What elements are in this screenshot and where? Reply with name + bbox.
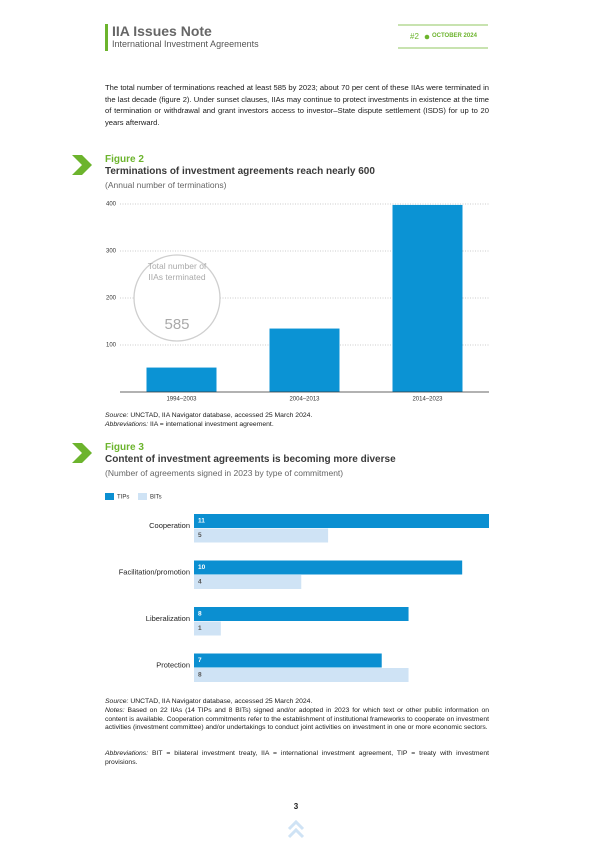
annotation-text: Total number of IIAs terminated: [147, 261, 207, 282]
bar: [194, 575, 302, 589]
bar: [194, 668, 409, 682]
figure-chevron: [72, 443, 92, 463]
value-label: 4: [198, 579, 202, 586]
bar: [194, 653, 382, 668]
y-tick-label: 200: [106, 296, 117, 302]
y-tick-label: 400: [106, 202, 117, 208]
figure-title: Terminations of investment agreements re…: [105, 166, 375, 177]
figure-label: Figure 2: [105, 154, 144, 165]
header-bar: [105, 24, 108, 51]
bar: [194, 528, 329, 543]
header-subtitle: International Investment Agreements: [112, 39, 259, 49]
category-label: Facilitation/promotion: [119, 567, 190, 576]
up-icon: [287, 827, 305, 839]
figure-chevron: [72, 155, 92, 175]
value-label: 10: [198, 564, 206, 571]
legend-swatch: [105, 493, 114, 500]
figure-title: Content of investment agreements is beco…: [105, 454, 396, 465]
up-icon: [287, 819, 305, 831]
figure-subtitle: (Annual number of terminations): [105, 180, 227, 190]
bar: [146, 367, 217, 392]
value-label: 5: [198, 532, 202, 539]
annotation-circle: [133, 254, 221, 342]
category-label: Protection: [156, 660, 190, 669]
value-label: 1: [198, 625, 202, 632]
bar: [194, 607, 409, 621]
y-tick-label: 300: [106, 249, 117, 255]
source-label: Source:: [105, 698, 129, 705]
source: UNCTAD, IIA Navigator database, accessed…: [130, 412, 313, 419]
value-label: 7: [198, 657, 202, 664]
header-dot: [424, 34, 430, 40]
issue: #2: [410, 32, 419, 41]
bar: [194, 514, 489, 528]
page-number: 3: [293, 802, 299, 811]
legend-label: BITs: [150, 495, 162, 501]
annotation-value: 585: [164, 316, 190, 333]
category-label: Liberalization: [146, 614, 190, 623]
legend-swatch: [138, 493, 147, 500]
bar: [269, 328, 340, 392]
bar: [392, 204, 463, 392]
abbr-label: Abbreviations:: [105, 750, 149, 757]
notes: Based on 22 IIAs (14 TIPs and 8 BITs) si…: [105, 707, 490, 732]
source-label: Source:: [105, 412, 129, 419]
bar: [194, 621, 221, 636]
value-label: 8: [198, 611, 202, 618]
date: OCTOBER 2024: [432, 33, 477, 39]
notes-label: Notes:: [105, 707, 125, 714]
header-title: IIA Issues Note: [112, 23, 212, 39]
figure-subtitle: (Number of agreements signed in 2023 by …: [105, 468, 344, 478]
y-tick-label: 100: [106, 343, 117, 349]
source: UNCTAD, IIA Navigator database, accessed…: [130, 698, 313, 705]
value-label: 11: [198, 518, 205, 525]
legend-label: TIPs: [117, 495, 129, 501]
x-tick-label: 1994–2003: [166, 397, 197, 403]
value-label: 8: [198, 672, 202, 679]
x-tick-label: 2014–2023: [412, 397, 443, 403]
paragraph: The total number of terminations reached…: [105, 83, 489, 127]
x-tick-label: 2004–2013: [289, 397, 320, 403]
abbr-label: Abbreviations:: [105, 421, 149, 428]
abbreviations: IIA = international investment agreement…: [149, 421, 274, 428]
abbreviations: BIT = bilateral investment treaty, IIA =…: [105, 750, 489, 766]
category-label: Cooperation: [149, 521, 190, 530]
figure-label: Figure 3: [105, 442, 144, 453]
bar: [194, 560, 463, 575]
